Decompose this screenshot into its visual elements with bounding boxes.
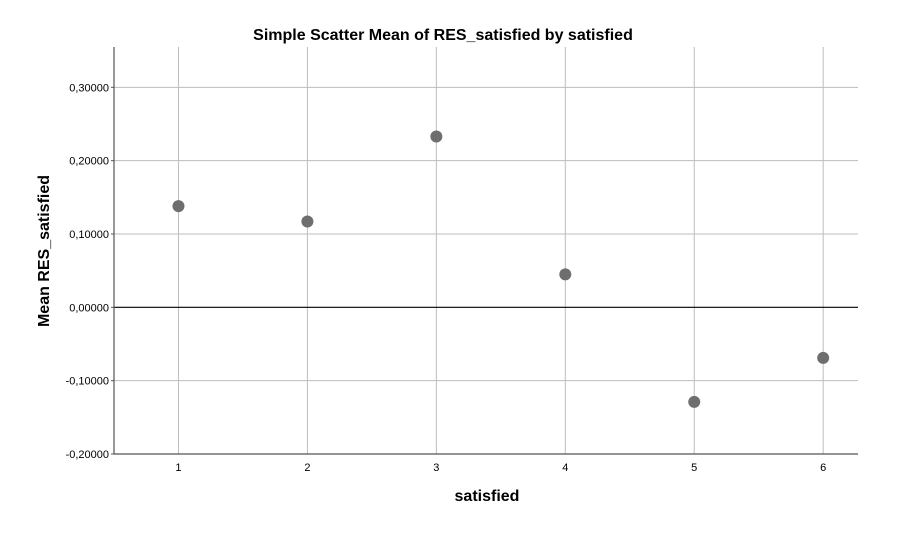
x-tick-label: 6 [820, 462, 826, 474]
y-tick-label: -0,10000 [66, 376, 109, 388]
y-tick-label: 0,10000 [69, 229, 109, 241]
x-tick-label: 5 [691, 462, 697, 474]
data-point [559, 268, 572, 281]
data-point [817, 351, 830, 364]
data-points [172, 130, 830, 408]
x-tick-label: 2 [304, 462, 310, 474]
y-tick-label: 0,20000 [69, 156, 109, 168]
data-point [430, 130, 443, 143]
y-tick-label: -0,20000 [66, 449, 109, 461]
y-tick-label: 0,30000 [69, 82, 109, 94]
x-tick-label: 4 [562, 462, 568, 474]
y-tick-label: 0,00000 [69, 302, 109, 314]
data-point [688, 395, 701, 408]
x-axis-title: satisfied [455, 488, 520, 505]
tick-labels: 0,30000 0,20000 0,10000 0,00000 -0,10000 -0,2… [66, 82, 827, 474]
grid-lines [114, 47, 858, 455]
axes [111, 47, 858, 455]
x-tick-label: 3 [433, 462, 439, 474]
x-tick-label: 1 [175, 462, 181, 474]
data-point [172, 200, 185, 213]
data-point [301, 215, 314, 228]
chart-title: Simple Scatter Mean of RES_satisfied by … [253, 27, 633, 44]
y-axis-title: Mean RES_satisfied [36, 175, 53, 327]
